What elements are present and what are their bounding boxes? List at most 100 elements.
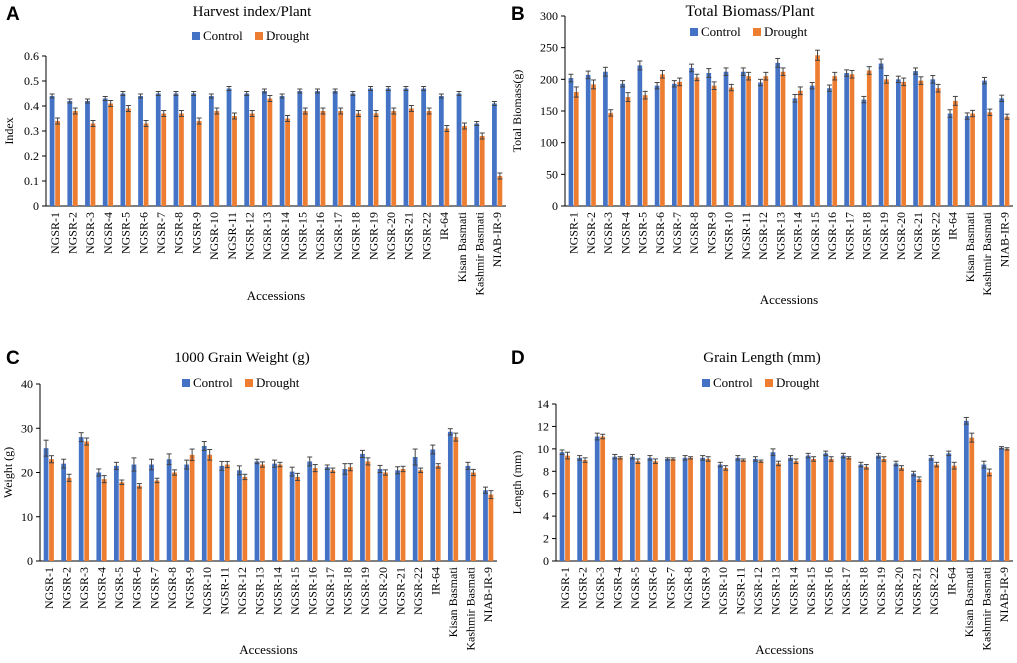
bar-drought [224,464,230,561]
category-group: NGSR-12 [235,465,249,615]
category-group: NGSR-4 [618,80,632,254]
bar-drought [249,113,255,206]
y-tick-label: 0 [552,199,558,213]
chart-panel-a: A Harvest index/Plant Control Drought 0 0.1 0.… [2,4,506,303]
y-tick-label: 200 [540,72,558,86]
y-tick-label: 40 [21,377,33,391]
bar-control [368,88,373,206]
bar-control [474,123,480,206]
category-group: NGSR-20 [376,464,390,615]
bar-control [740,71,746,206]
y-axis-label: Length (mm) [510,451,524,515]
legend-label-control: Control [193,375,233,390]
bar-drought [901,81,906,206]
bar-drought [635,461,641,561]
bar-control [911,473,916,561]
x-tick-label: NGSR-5 [119,212,133,254]
bar-control [753,458,758,561]
category-group: NGSR-16 [305,456,319,615]
legend-label-drought: Drought [776,375,820,390]
bar-control [350,93,356,206]
bar-control [964,116,970,206]
bar-control [946,453,952,561]
bar-drought [285,118,290,206]
x-tick-label: NGSR-21 [402,212,416,260]
bar-drought [815,55,820,207]
x-tick-label: NGSR-8 [687,212,701,254]
panel-letter: B [511,4,525,25]
category-group: NGSR-22 [927,455,941,615]
y-tick-label: 4 [543,509,549,523]
bar-drought [970,113,975,206]
category-group: NGSR-10 [722,67,736,260]
x-tick-label: NGSR-22 [928,212,942,260]
x-tick-label: NGSR-4 [95,567,109,609]
bar-control [67,101,73,206]
category-group: NGSR-1 [42,439,56,609]
legend-swatch-drought [753,28,761,36]
chart-title: 1000 Grain Weight (g) [174,350,310,366]
bar-drought [453,437,459,561]
bar-drought [462,126,467,206]
category-group: IR-64 [437,93,451,240]
category-group: NGSR-17 [323,464,337,615]
bar-control [861,99,867,206]
bar-drought [866,70,872,206]
x-tick-label: IR-64 [437,212,451,240]
y-axis-label: Total Biomass(g) [510,70,524,153]
bar-control [999,98,1005,206]
bar-drought [660,74,665,207]
y-axis-label: Weight (g) [1,447,15,498]
bar-drought [729,87,734,206]
category-group: NGSR-1 [567,73,581,254]
bar-drought [608,112,614,206]
bar-control [342,468,348,561]
bar-control [254,461,260,561]
bar-control [138,96,143,206]
x-tick-label: NGSR-7 [663,567,677,609]
x-tick-label: NGSR-10 [722,212,736,260]
x-tick-label: NGSR-6 [646,567,660,609]
bar-drought [479,136,485,206]
category-group: NGSR-19 [874,452,888,615]
x-tick-label: IR-64 [946,212,960,240]
category-group: NGSR-15 [808,49,822,260]
bar-control [559,452,565,561]
bar-drought [84,441,90,561]
bar-drought [154,480,160,561]
y-tick-label: 30 [21,421,33,435]
category-group: NIAB-IR-9 [481,486,495,622]
x-tick-label: NGSR-2 [575,567,589,609]
bar-control [244,93,250,206]
category-group: NGSR-13 [769,448,783,615]
bar-control [315,91,320,206]
bar-drought [172,472,177,561]
x-tick-label: NGSR-2 [66,212,80,254]
category-group: NGSR-14 [786,455,800,615]
category-group: NIAB-IR-9 [490,101,504,267]
bar-drought [653,461,658,561]
x-tick-label: NIAB-IR-9 [997,212,1011,267]
bar-control [629,456,635,561]
category-group: NGSR-12 [756,71,770,260]
x-tick-label: Kashmir Basmati [464,566,478,650]
category-group: NGSR-9 [189,91,203,254]
y-tick-label: 0.4 [24,99,39,113]
category-group: NGSR-16 [313,88,327,260]
x-tick-label: NGSR-17 [839,567,853,615]
category-group: NGSR-8 [172,91,186,254]
bar-drought [409,108,414,206]
bar-drought [373,113,379,206]
x-tick-label: NGSR-3 [601,212,615,254]
x-tick-label: NGSR-14 [786,567,800,615]
x-tick-label: NGSR-6 [653,212,667,254]
category-group: NGSR-10 [207,93,221,260]
y-tick-label: 6 [543,487,549,501]
bar-drought [137,485,142,561]
bar-control [603,71,608,206]
legend-label-control: Control [701,24,741,39]
panel-letter: A [6,4,20,25]
category-group: Kashmir Basmati [464,461,478,651]
x-tick-label: NGSR-11 [218,567,232,615]
x-tick-label: NGSR-4 [611,567,625,609]
